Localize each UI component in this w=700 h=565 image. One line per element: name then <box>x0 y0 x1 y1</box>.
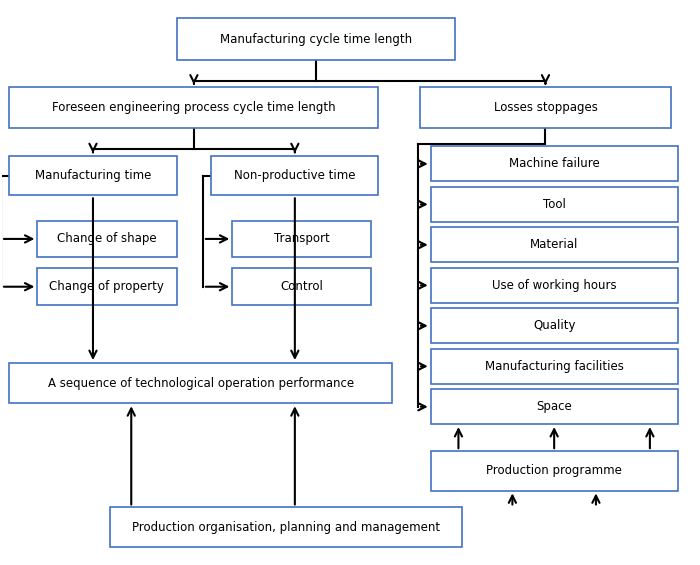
FancyBboxPatch shape <box>232 221 372 257</box>
Text: Manufacturing cycle time length: Manufacturing cycle time length <box>220 33 412 46</box>
Text: Foreseen engineering process cycle time length: Foreseen engineering process cycle time … <box>52 101 336 114</box>
FancyBboxPatch shape <box>430 227 678 262</box>
FancyBboxPatch shape <box>420 88 671 128</box>
FancyBboxPatch shape <box>9 156 176 195</box>
FancyBboxPatch shape <box>211 156 379 195</box>
Text: Change of shape: Change of shape <box>57 232 157 245</box>
FancyBboxPatch shape <box>430 146 678 181</box>
Text: Material: Material <box>530 238 578 251</box>
FancyBboxPatch shape <box>430 268 678 303</box>
FancyBboxPatch shape <box>37 221 176 257</box>
FancyBboxPatch shape <box>9 88 379 128</box>
Text: Transport: Transport <box>274 232 330 245</box>
Text: Space: Space <box>536 400 572 413</box>
Text: Production organisation, planning and management: Production organisation, planning and ma… <box>132 520 440 533</box>
FancyBboxPatch shape <box>232 268 372 305</box>
Text: Manufacturing facilities: Manufacturing facilities <box>484 360 624 373</box>
FancyBboxPatch shape <box>430 389 678 424</box>
Text: Tool: Tool <box>542 198 566 211</box>
FancyBboxPatch shape <box>430 187 678 222</box>
FancyBboxPatch shape <box>430 451 678 490</box>
Text: Non-productive time: Non-productive time <box>234 169 356 182</box>
Text: Machine failure: Machine failure <box>509 158 599 171</box>
Text: Production programme: Production programme <box>486 464 622 477</box>
Text: A sequence of technological operation performance: A sequence of technological operation pe… <box>48 377 354 390</box>
FancyBboxPatch shape <box>9 363 392 403</box>
Text: Losses stoppages: Losses stoppages <box>494 101 597 114</box>
Text: Control: Control <box>281 280 323 293</box>
FancyBboxPatch shape <box>176 18 455 60</box>
Text: Manufacturing time: Manufacturing time <box>35 169 151 182</box>
Text: Use of working hours: Use of working hours <box>492 279 617 292</box>
Text: Change of property: Change of property <box>50 280 164 293</box>
FancyBboxPatch shape <box>430 308 678 343</box>
FancyBboxPatch shape <box>111 507 462 547</box>
FancyBboxPatch shape <box>430 349 678 384</box>
FancyBboxPatch shape <box>37 268 176 305</box>
Text: Quality: Quality <box>533 319 575 332</box>
